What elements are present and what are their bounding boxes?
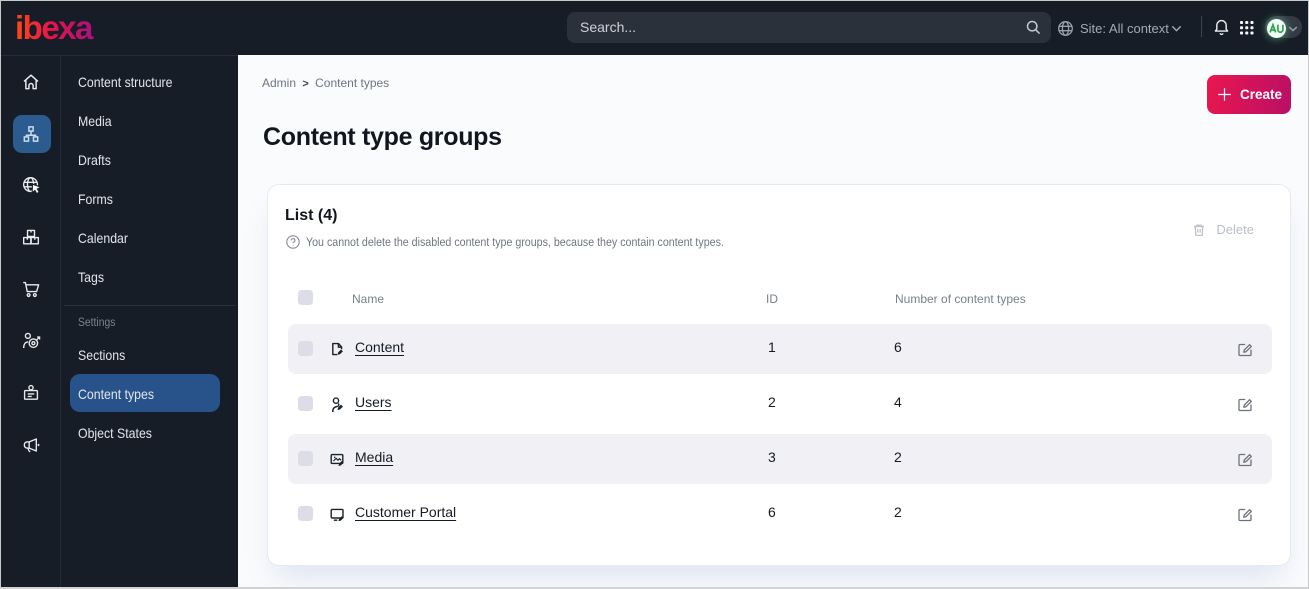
svg-text:ibexa: ibexa bbox=[16, 9, 94, 43]
